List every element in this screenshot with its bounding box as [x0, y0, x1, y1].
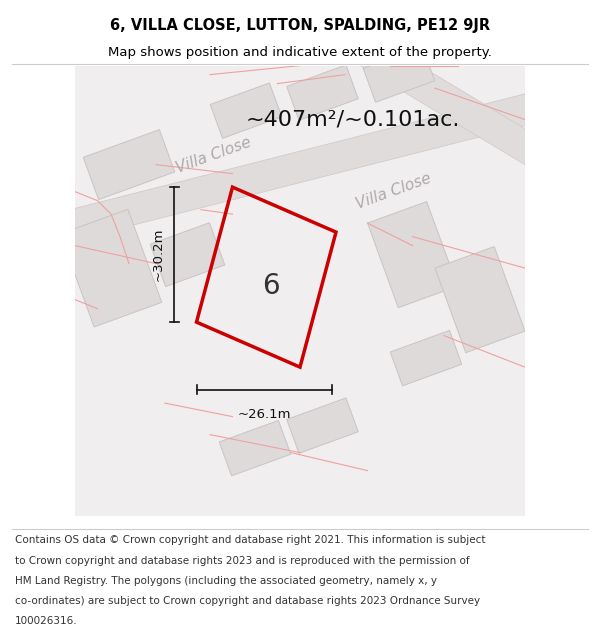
Text: 100026316.: 100026316. [15, 616, 77, 625]
Polygon shape [60, 209, 162, 327]
Polygon shape [53, 88, 548, 246]
Text: co-ordinates) are subject to Crown copyright and database rights 2023 Ordnance S: co-ordinates) are subject to Crown copyr… [15, 596, 480, 606]
Text: 6: 6 [262, 272, 280, 300]
Polygon shape [83, 129, 175, 199]
Polygon shape [219, 421, 291, 476]
Polygon shape [363, 47, 435, 102]
Text: 6, VILLA CLOSE, LUTTON, SPALDING, PE12 9JR: 6, VILLA CLOSE, LUTTON, SPALDING, PE12 9… [110, 18, 490, 33]
Text: Villa Close: Villa Close [354, 171, 433, 212]
Text: ~26.1m: ~26.1m [237, 408, 291, 421]
Polygon shape [368, 202, 457, 308]
Text: Villa Close: Villa Close [174, 135, 253, 176]
Text: to Crown copyright and database rights 2023 and is reproduced with the permissio: to Crown copyright and database rights 2… [15, 556, 470, 566]
Polygon shape [435, 247, 525, 352]
Text: Contains OS data © Crown copyright and database right 2021. This information is : Contains OS data © Crown copyright and d… [15, 535, 485, 545]
Polygon shape [390, 331, 462, 386]
Text: ~407m²/~0.101ac.: ~407m²/~0.101ac. [246, 109, 460, 129]
Text: Map shows position and indicative extent of the property.: Map shows position and indicative extent… [108, 46, 492, 59]
Polygon shape [150, 222, 225, 286]
Polygon shape [287, 398, 358, 453]
Text: HM Land Registry. The polygons (including the associated geometry, namely x, y: HM Land Registry. The polygons (includin… [15, 576, 437, 586]
Polygon shape [287, 65, 358, 121]
Polygon shape [323, 7, 548, 178]
Polygon shape [210, 83, 282, 138]
Text: ~30.2m: ~30.2m [152, 228, 165, 281]
